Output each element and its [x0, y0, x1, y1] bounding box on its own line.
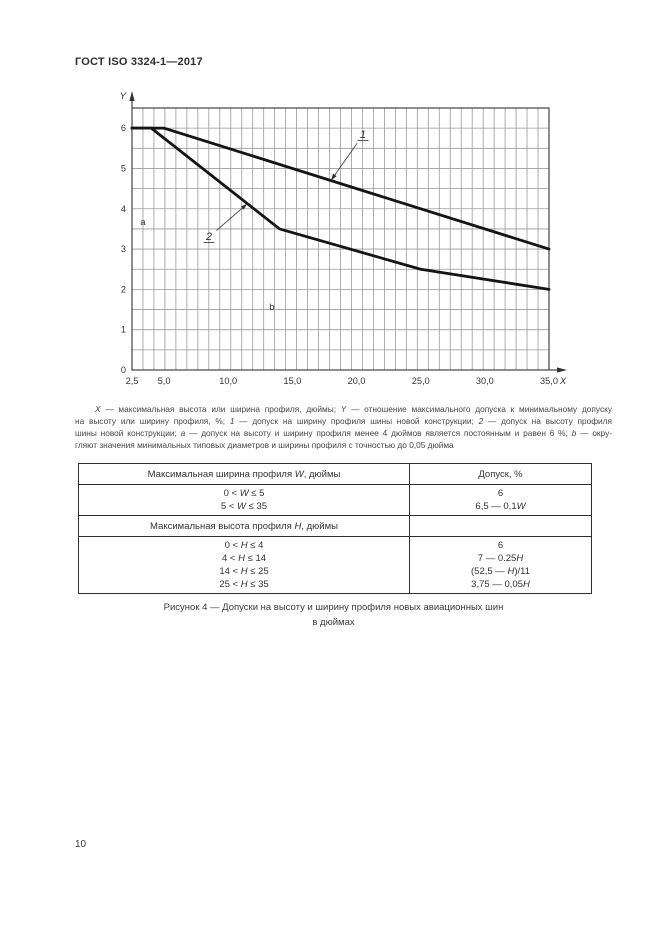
svg-text:30,0: 30,0	[476, 376, 494, 386]
svg-text:20,0: 20,0	[348, 376, 366, 386]
figure-caption-line-1: Рисунок 4 — Допуски на высоту и ширину п…	[163, 602, 504, 613]
svg-text:5,0: 5,0	[158, 376, 171, 386]
svg-text:b: b	[269, 302, 274, 313]
svg-text:5: 5	[121, 163, 126, 173]
table-row-height-header: Максимальная высота профиля H, дюймы	[78, 515, 592, 537]
table-header-tolerance: Допуск, %	[409, 463, 592, 485]
table-header-width-profile: Максимальная ширина профиля W, дюймы	[78, 463, 410, 485]
legend-line-3: шины новой конструкции; а — допуск на вы…	[75, 428, 612, 438]
svg-text:15,0: 15,0	[283, 376, 301, 386]
svg-text:25,0: 25,0	[412, 376, 430, 386]
svg-text:10,0: 10,0	[219, 376, 237, 386]
figure-4-chart: Y X 0 1 2 3 4 5 6 2,5 5,0 10,0 15,0 20,0 25,0 30,0 35,0 1…	[95, 85, 585, 400]
svg-text:2: 2	[205, 231, 212, 243]
svg-text:0: 0	[121, 365, 126, 375]
svg-text:35,0: 35,0	[540, 376, 558, 386]
svg-text:2: 2	[121, 284, 126, 294]
svg-text:6: 6	[121, 123, 126, 133]
table-header-height-profile: Максимальная высота профиля H, дюймы	[78, 515, 410, 537]
legend-line-1: X — максимальная высота или ширина профи…	[95, 404, 612, 414]
svg-text:Y: Y	[120, 91, 127, 102]
figure-caption-line-2: в дюймах	[312, 617, 355, 628]
svg-text:3: 3	[121, 244, 126, 254]
table-cell-width-tolerances: 6 6,5 — 0,1W	[409, 484, 592, 516]
document-header: ГОСТ ISO 3324-1—2017	[75, 56, 203, 68]
figure-caption: Рисунок 4 — Допуски на высоту и ширину п…	[75, 600, 592, 630]
figure-legend: X — максимальная высота или ширина профи…	[75, 403, 612, 451]
tolerance-line-chart: Y X 0 1 2 3 4 5 6 2,5 5,0 10,0 15,0 20,0 25,0 30,0 35,0 1…	[120, 91, 567, 386]
svg-text:X: X	[559, 376, 567, 386]
svg-text:4: 4	[121, 204, 126, 214]
tolerance-table: Максимальная ширина профиля W, дюймы Доп…	[78, 463, 592, 594]
legend-line-2: на высоту или ширину профиля, %; 1 — доп…	[75, 416, 613, 426]
page-number: 10	[75, 839, 87, 850]
table-header-empty	[409, 515, 592, 537]
svg-text:a: a	[140, 217, 146, 228]
svg-text:1: 1	[121, 325, 126, 335]
svg-text:2,5: 2,5	[126, 376, 139, 386]
table-row-width-header: Максимальная ширина профиля W, дюймы Доп…	[78, 463, 592, 485]
legend-line-4: гляют значения минимальных типовых диаме…	[75, 440, 454, 450]
svg-text:1: 1	[360, 129, 366, 141]
